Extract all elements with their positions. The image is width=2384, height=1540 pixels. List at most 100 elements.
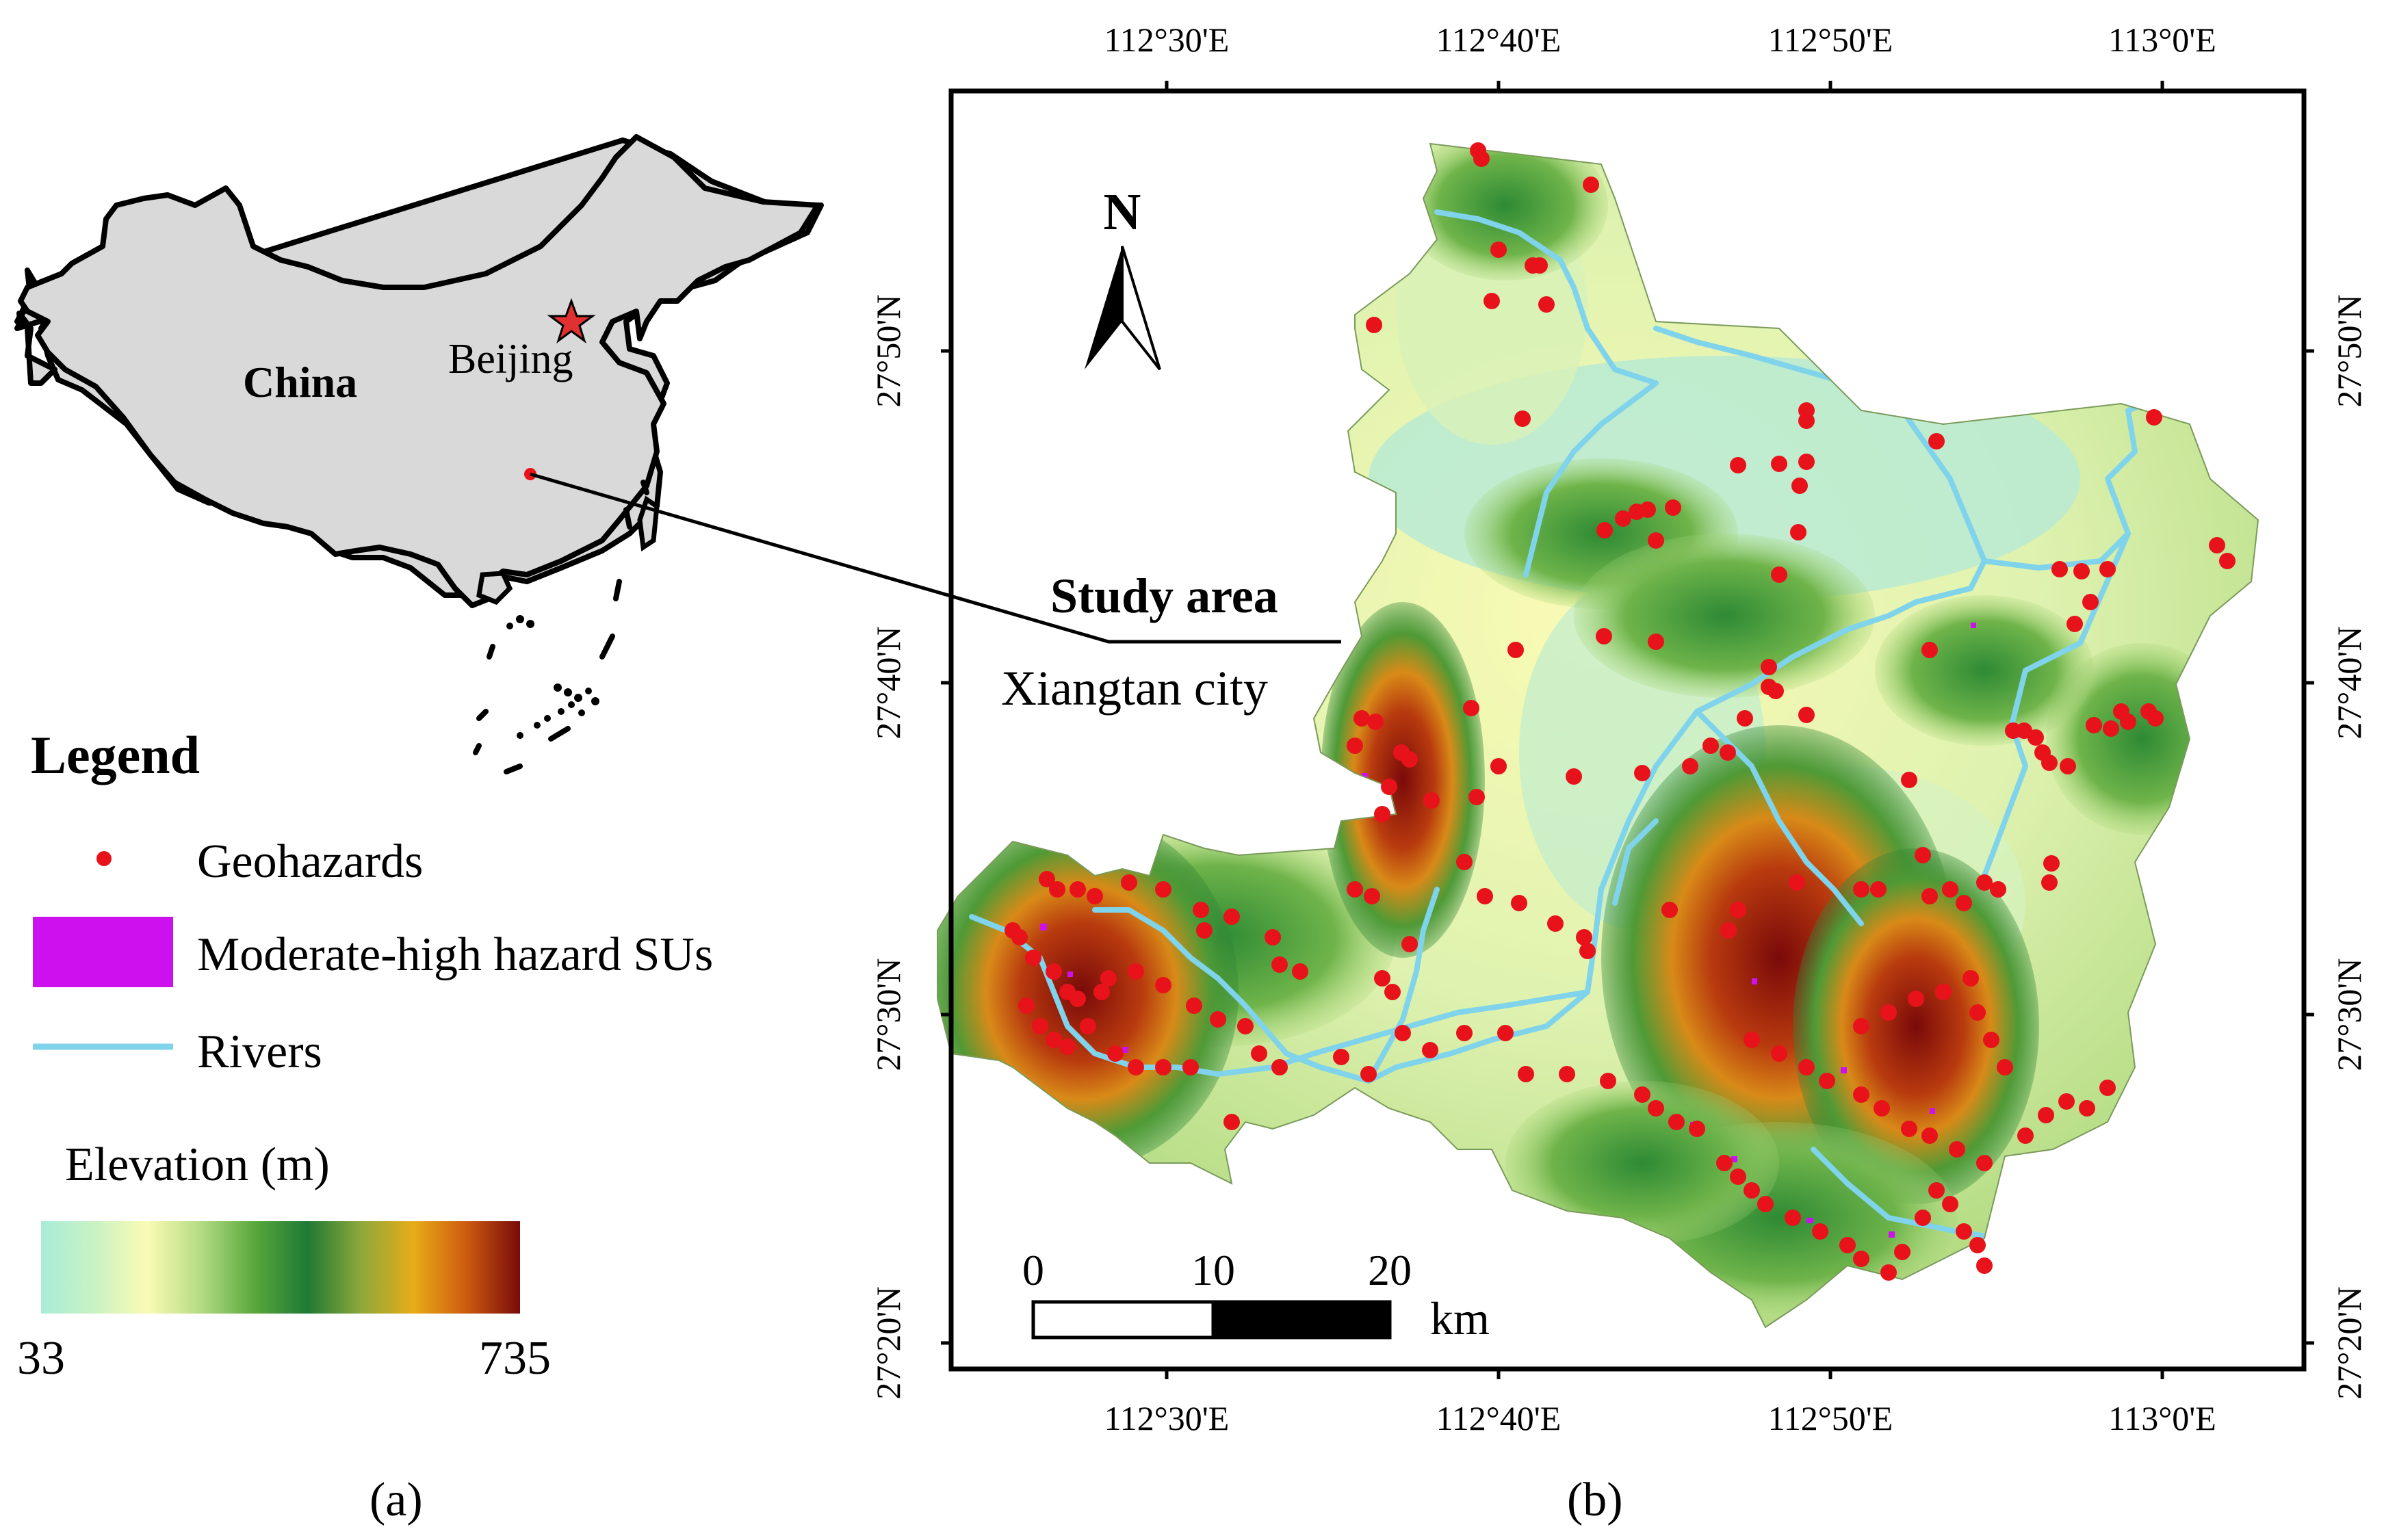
geohazard-point [1374,806,1390,822]
geohazard-point [1969,1237,1986,1253]
geohazard-point [1874,1100,1890,1117]
south-china-sea-islands [506,615,599,739]
geohazard-point [1347,738,1363,754]
legend-label-geohazards: Geohazards [197,835,423,888]
right-tick-label: 27°20'N [2330,1286,2368,1399]
geohazard-point [1046,963,1062,980]
right-tick-label: 27°50'N [2330,294,2368,407]
geohazard-point [2027,729,2044,746]
geohazard-point [1367,714,1384,730]
geohazard-point [1720,922,1737,939]
geohazard-point [1720,744,1736,761]
geohazard-point [1477,888,1493,904]
geohazard-point [1401,936,1418,952]
geohazard-point [1791,478,1808,494]
geohazard-point [1583,177,1599,193]
geohazard-point [1785,1210,1801,1226]
geohazard-legend-icon [96,851,112,866]
geohazard-point [1997,1059,2013,1075]
geohazard-point [1182,1059,1199,1075]
geohazard-point [1025,950,1041,966]
geohazard-point [1853,1251,1869,1267]
geohazard-point [2043,855,2060,872]
geohazard-point [1956,895,1972,911]
geohazard-point [1579,943,1596,959]
geohazard-point [1761,659,1777,675]
geohazard-point [1839,1237,1856,1253]
geohazard-point [1819,1073,1835,1089]
geohazard-point [1155,1059,1171,1075]
bottom-tick-label: 112°40'E [1436,1399,1562,1437]
geohazard-point [1292,963,1308,980]
geohazard-point [1853,1086,1869,1103]
china-label: China [243,358,357,406]
geohazard-point [1648,1100,1664,1117]
geohazard-point [1853,1018,1869,1034]
hainan-island [476,571,513,605]
geohazard-point [1812,1223,1828,1240]
geohazard-point [1921,1127,1938,1144]
hazard-su-legend-icon [33,917,173,987]
geohazard-point [1915,1210,1931,1226]
geohazard-point [1511,895,1527,911]
geohazard-point [1395,1025,1411,1041]
geohazard-point [1538,296,1555,313]
geohazard-point [1789,874,1805,891]
geohazard-point [1880,1264,1897,1281]
geohazard-point [1196,922,1213,939]
elevation-min-label: 33 [17,1332,65,1385]
scale-unit: km [1430,1292,1490,1344]
geohazard-point [1490,758,1507,774]
geohazard-point [2066,616,2083,632]
geohazard-point [1251,1045,1267,1062]
geohazard-point [1790,524,1806,540]
geohazard-point [1100,970,1117,987]
geohazard-point [2082,594,2099,610]
geohazard-point [1559,1066,1575,1082]
geohazard-point [1186,997,1202,1014]
geohazard-point [1668,1114,1685,1130]
china-shape [18,134,820,608]
geohazard-point [1976,874,1993,891]
geohazard-point [1771,456,1787,472]
geohazard-point [1059,1039,1076,1055]
geohazard-point [1976,1257,1993,1274]
geohazard-point [1921,888,1938,904]
geohazard-point [1507,642,1524,658]
elevation-title: Elevation (m) [65,1138,330,1191]
legend-item-hazard-sus: Moderate-high hazard SUs [33,917,713,987]
geohazard-point [1798,454,1815,470]
city-label: Xiangtan city [1001,661,1268,716]
geohazard-point [1744,1182,1760,1199]
geohazard-point [1870,881,1887,898]
legend-label-rivers: Rivers [197,1026,322,1078]
geohazard-point [1514,410,1531,427]
scale-label-0: 0 [1022,1246,1044,1294]
geohazard-point [2219,553,2236,569]
study-area-outline [937,142,2259,1329]
geohazard-point [2041,755,2058,771]
geohazard-point [1374,970,1390,987]
geohazard-point [1983,1032,1999,1048]
geohazard-point [1070,991,1086,1007]
legend-item-geohazards: Geohazards [96,835,423,888]
geohazard-point [1956,1223,1972,1240]
geohazard-point [1935,984,1952,1000]
legend-title: Legend [31,725,200,785]
geohazard-point [1928,1182,1945,1199]
geohazard-point [1921,642,1938,658]
geohazard-point [1798,413,1815,429]
panel-b-label: (b) [1567,1474,1623,1526]
geohazard-point [1070,881,1086,898]
geohazard-point [1155,881,1171,898]
right-tick-label: 27°40'N [2330,626,2368,739]
geohazard-point [1223,1114,1240,1130]
top-tick-label: 112°40'E [1436,21,1562,59]
geohazard-point [1271,1059,1288,1075]
geohazard-point [1128,963,1144,980]
geohazard-point [1490,242,1507,258]
geohazard-point [1969,1004,1986,1021]
left-tick-label: 27°30'N [869,958,907,1071]
geohazard-point [1366,317,1382,333]
geohazard-point [2209,537,2225,553]
